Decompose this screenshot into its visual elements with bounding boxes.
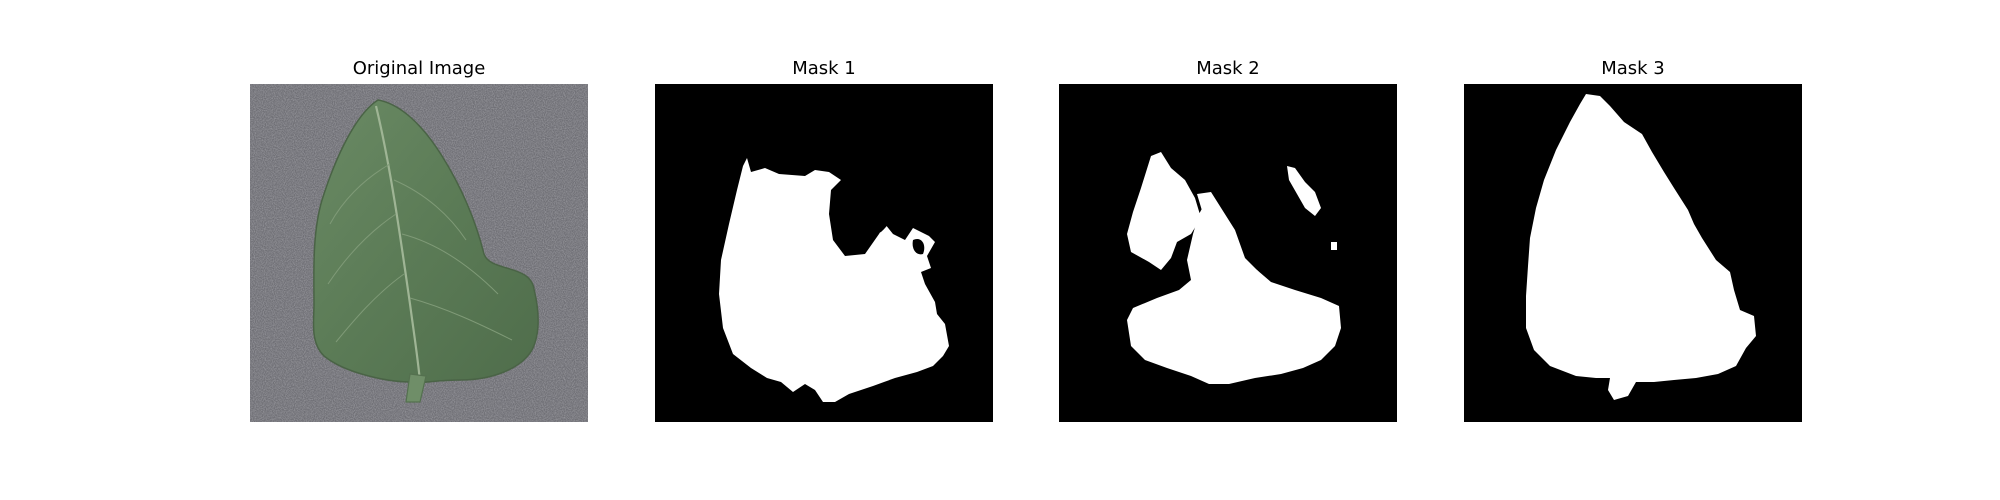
leaf-stem <box>405 373 427 403</box>
leaf-vein <box>409 297 513 341</box>
mask-3-image <box>1464 84 1802 422</box>
leaf-vein <box>327 213 397 285</box>
mask-hole <box>840 174 896 235</box>
panel-title-mask-2: Mask 2 <box>1196 58 1260 79</box>
mask-foreground <box>1526 94 1756 400</box>
mask-foreground-upper-left <box>1127 152 1201 270</box>
leaf-midrib <box>374 105 422 383</box>
mask-foreground-lower-lobe <box>1127 196 1341 384</box>
panel-title-mask-1: Mask 1 <box>792 58 856 79</box>
leaf-vein <box>329 163 391 225</box>
original-leaf-image <box>250 84 588 422</box>
mask-hole <box>891 212 908 232</box>
leaf-vein <box>335 273 405 343</box>
mask-2-image <box>1059 84 1397 422</box>
mask-hole <box>912 238 925 255</box>
mask-foreground-speck <box>1331 242 1337 250</box>
leaf-vein <box>393 179 467 241</box>
mask-1-image <box>655 84 993 422</box>
panel-title-original: Original Image <box>352 58 486 79</box>
leaf-vein <box>401 233 499 295</box>
mask-foreground <box>719 158 949 402</box>
mask-foreground-upper-right <box>1287 166 1321 216</box>
leaf-blade <box>312 99 539 384</box>
panel-title-mask-3: Mask 3 <box>1601 58 1665 79</box>
mask-foreground-stem <box>1197 192 1259 278</box>
